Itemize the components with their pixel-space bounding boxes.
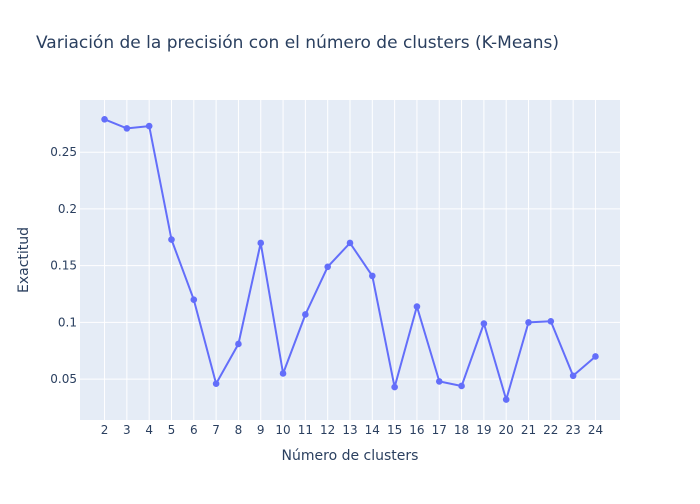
- data-point: [569, 372, 577, 380]
- data-point: [547, 317, 555, 325]
- data-point: [101, 115, 108, 123]
- data-point: [168, 236, 175, 243]
- x-tick-label: 9: [257, 423, 265, 437]
- data-point: [391, 383, 398, 391]
- y-tick-labels: 0.05 0.1 0.15 0.2 0.25: [50, 145, 77, 386]
- x-tick-label: 4: [145, 423, 153, 437]
- data-point: [190, 296, 198, 304]
- data-point: [369, 272, 376, 280]
- x-tick-label: 22: [543, 423, 558, 437]
- x-tick-label: 12: [320, 423, 335, 437]
- data-point: [257, 239, 265, 247]
- x-tick-label: 20: [499, 423, 514, 437]
- data-point: [279, 370, 287, 377]
- x-axis-label: Número de clusters: [282, 448, 419, 464]
- x-tick-label: 16: [409, 423, 424, 437]
- x-tick-label: 15: [387, 423, 402, 437]
- y-tick-label: 0.2: [58, 202, 77, 216]
- x-tick-label: 14: [365, 423, 380, 437]
- data-point: [502, 396, 510, 403]
- chart-title: Variación de la precisión con el número …: [36, 33, 559, 53]
- y-axis-label: Exactitud: [16, 227, 32, 293]
- y-tick-label: 0.25: [50, 145, 77, 159]
- y-tick-label: 0.05: [50, 372, 77, 386]
- x-tick-label: 18: [454, 423, 469, 437]
- x-tick-label: 19: [476, 423, 491, 437]
- x-tick-label: 7: [212, 423, 220, 437]
- y-tick-label: 0.1: [58, 315, 77, 329]
- x-tick-label: 10: [275, 423, 290, 437]
- data-point: [302, 311, 309, 318]
- x-tick-label: 6: [190, 423, 198, 437]
- data-point: [212, 380, 220, 387]
- y-tick-label: 0.15: [50, 259, 77, 273]
- x-tick-label: 24: [588, 423, 603, 437]
- x-tick-label: 3: [123, 423, 131, 437]
- x-tick-label: 13: [342, 423, 357, 437]
- data-point: [346, 239, 354, 247]
- data-point: [324, 263, 331, 271]
- data-point: [123, 125, 131, 132]
- data-point: [413, 303, 421, 310]
- data-point: [145, 122, 153, 130]
- x-tick-labels: 2 3 4 5 6 7 8 9 10 11 12 13 14 15 16 17 18 19 20 21 22 23 24: [101, 423, 603, 437]
- x-tick-label: 23: [565, 423, 580, 437]
- data-point: [235, 340, 242, 348]
- x-tick-label: 21: [521, 423, 536, 437]
- data-point: [458, 382, 465, 390]
- x-tick-label: 5: [168, 423, 176, 437]
- data-point: [592, 353, 599, 360]
- data-point: [480, 320, 488, 327]
- data-point: [435, 378, 443, 385]
- x-tick-label: 8: [235, 423, 243, 437]
- grid-lines: [80, 100, 620, 420]
- x-tick-label: 17: [432, 423, 447, 437]
- data-point: [525, 319, 532, 326]
- x-tick-label: 2: [101, 423, 109, 437]
- x-tick-label: 11: [298, 423, 313, 437]
- series-markers: [101, 115, 599, 403]
